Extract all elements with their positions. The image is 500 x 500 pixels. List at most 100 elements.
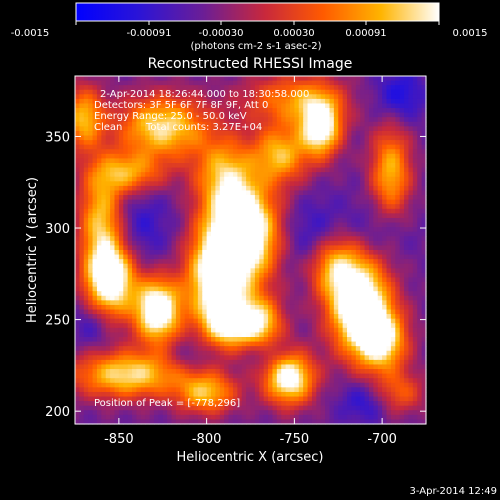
heatmap-cell <box>395 268 401 274</box>
heatmap-cell <box>149 76 155 82</box>
heatmap-cell <box>75 80 80 86</box>
heatmap-cell <box>232 199 238 205</box>
heatmap-cell <box>105 236 111 242</box>
heatmap-cell <box>193 190 199 196</box>
heatmap-cell <box>333 227 339 233</box>
heatmap-cell <box>259 314 265 320</box>
heatmap-cell <box>232 272 238 279</box>
heatmap-cell <box>241 204 247 210</box>
heatmap-cell <box>202 126 208 132</box>
heatmap-cell <box>276 272 282 279</box>
heatmap-cell <box>145 355 151 361</box>
heatmap-cell <box>250 245 256 251</box>
heatmap-cell <box>202 236 208 242</box>
heatmap-cell <box>132 112 138 118</box>
heatmap-cell <box>408 341 414 347</box>
heatmap-cell <box>96 295 102 301</box>
heatmap-cell <box>237 76 243 82</box>
heatmap-cell <box>184 327 190 334</box>
heatmap-cell <box>351 195 357 201</box>
heatmap-cell <box>153 204 159 210</box>
heatmap-cell <box>224 163 230 169</box>
heatmap-cell <box>320 213 326 219</box>
heatmap-cell <box>114 277 120 283</box>
heatmap-cell <box>127 314 133 320</box>
heatmap-cell <box>153 112 159 118</box>
heatmap-cell <box>333 327 339 334</box>
heatmap-cell <box>298 304 304 311</box>
heatmap-cell <box>193 314 199 320</box>
heatmap-cell <box>250 227 256 233</box>
heatmap-cell <box>149 300 155 306</box>
heatmap-cell <box>351 217 357 224</box>
heatmap-cell <box>259 250 265 256</box>
heatmap-cell <box>193 117 199 123</box>
heatmap-cell <box>294 208 300 214</box>
heatmap-cell <box>162 222 168 228</box>
heatmap-cell <box>285 236 291 242</box>
heatmap-cell <box>136 309 142 315</box>
heatmap-cell <box>105 80 111 86</box>
heatmap-cell <box>83 277 89 283</box>
heatmap-cell <box>285 337 291 343</box>
heatmap-cell <box>246 341 252 347</box>
heatmap-cell <box>158 282 164 288</box>
heatmap-cell <box>320 263 326 269</box>
heatmap-cell <box>83 259 89 265</box>
heatmap-cell <box>351 213 357 219</box>
heatmap-cell <box>153 250 159 256</box>
heatmap-cell <box>132 167 138 173</box>
heatmap-cell <box>189 300 195 306</box>
heatmap-cell <box>316 135 322 141</box>
heatmap-cell <box>342 167 348 173</box>
heatmap-cell <box>197 140 203 146</box>
heatmap-cell <box>311 153 317 160</box>
heatmap-cell <box>237 254 243 260</box>
heatmap-cell <box>307 332 313 338</box>
heatmap-cell <box>412 195 418 201</box>
heatmap-cell <box>105 341 111 347</box>
heatmap-cell <box>421 272 427 279</box>
heatmap-cell <box>281 286 287 292</box>
heatmap-cell <box>184 332 190 338</box>
heatmap-cell <box>110 314 116 320</box>
heatmap-cell <box>158 346 164 352</box>
heatmap-cell <box>101 282 107 288</box>
heatmap-cell <box>382 112 388 118</box>
heatmap-cell <box>145 149 151 155</box>
heatmap-cell <box>114 135 120 141</box>
heatmap-cell <box>162 323 168 329</box>
heatmap-cell <box>311 250 317 256</box>
heatmap-cell <box>202 227 208 233</box>
heatmap-cell <box>268 227 274 233</box>
heatmap-cell <box>373 163 379 169</box>
heatmap-cell <box>281 94 287 100</box>
heatmap-cell <box>171 213 177 219</box>
heatmap-cell <box>333 213 339 219</box>
heatmap-cell <box>399 217 405 224</box>
heatmap-cell <box>320 314 326 320</box>
heatmap-cell <box>268 259 274 265</box>
heatmap-cell <box>333 135 339 141</box>
heatmap-cell <box>364 337 370 343</box>
heatmap-cell <box>338 355 344 361</box>
heatmap-cell <box>197 94 203 100</box>
heatmap-cell <box>377 89 383 95</box>
heatmap-cell <box>386 149 392 155</box>
heatmap-cell <box>211 76 216 82</box>
heatmap-cell <box>211 282 216 288</box>
heatmap-cell <box>329 227 335 233</box>
heatmap-cell <box>421 236 427 242</box>
heatmap-cell <box>136 286 142 292</box>
heatmap-cell <box>250 103 256 109</box>
heatmap-cell <box>289 300 295 306</box>
heatmap-cell <box>404 121 410 127</box>
heatmap-cell <box>189 158 195 164</box>
heatmap-cell <box>175 231 181 237</box>
heatmap-cell <box>281 341 287 347</box>
heatmap-cell <box>294 318 300 324</box>
heatmap-cell <box>254 121 260 127</box>
heatmap-cell <box>101 350 107 356</box>
heatmap-cell <box>272 217 278 224</box>
heatmap-cell <box>272 117 278 123</box>
